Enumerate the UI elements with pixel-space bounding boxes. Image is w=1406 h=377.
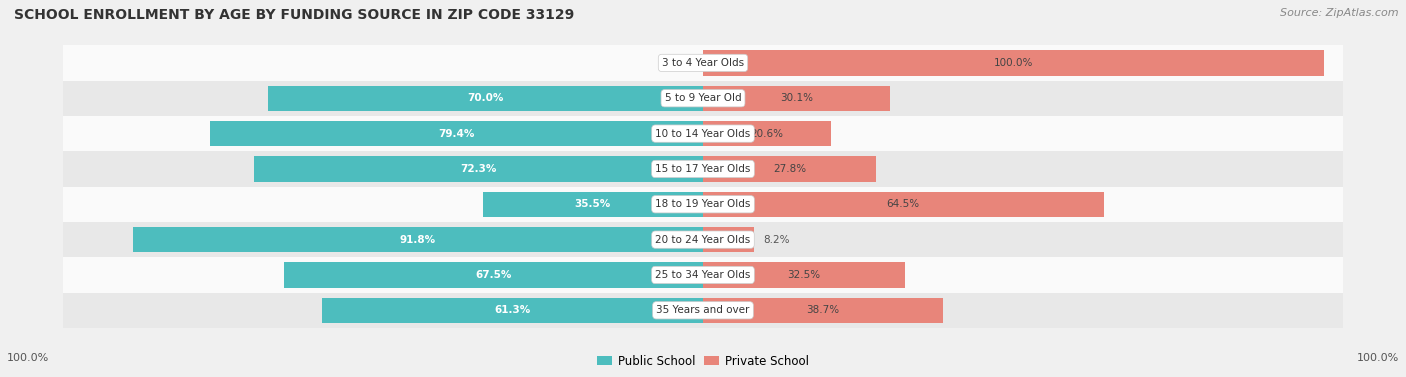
Text: 27.8%: 27.8% xyxy=(773,164,806,174)
Text: 8.2%: 8.2% xyxy=(763,234,790,245)
Text: 35 Years and over: 35 Years and over xyxy=(657,305,749,315)
Bar xyxy=(703,262,905,288)
Bar xyxy=(703,121,831,146)
Text: 18 to 19 Year Olds: 18 to 19 Year Olds xyxy=(655,199,751,209)
Bar xyxy=(703,156,876,182)
Bar xyxy=(254,156,703,182)
Text: 20 to 24 Year Olds: 20 to 24 Year Olds xyxy=(655,234,751,245)
Text: 35.5%: 35.5% xyxy=(575,199,610,209)
Text: 61.3%: 61.3% xyxy=(495,305,530,315)
Text: 64.5%: 64.5% xyxy=(887,199,920,209)
Text: SCHOOL ENROLLMENT BY AGE BY FUNDING SOURCE IN ZIP CODE 33129: SCHOOL ENROLLMENT BY AGE BY FUNDING SOUR… xyxy=(14,8,574,21)
Bar xyxy=(482,192,703,217)
Text: 30.1%: 30.1% xyxy=(780,93,813,103)
Text: 72.3%: 72.3% xyxy=(460,164,496,174)
Bar xyxy=(703,50,1324,76)
Text: 25 to 34 Year Olds: 25 to 34 Year Olds xyxy=(655,270,751,280)
Text: 70.0%: 70.0% xyxy=(467,93,503,103)
Bar xyxy=(63,151,1343,187)
Legend: Public School, Private School: Public School, Private School xyxy=(593,351,813,371)
Bar xyxy=(284,262,703,288)
Bar xyxy=(209,121,703,146)
Bar xyxy=(63,222,1343,257)
Text: 20.6%: 20.6% xyxy=(751,129,783,139)
Bar xyxy=(703,297,943,323)
Bar xyxy=(63,293,1343,328)
Bar xyxy=(703,192,1104,217)
Bar xyxy=(63,45,1343,81)
Text: 91.8%: 91.8% xyxy=(399,234,436,245)
Bar xyxy=(132,227,703,252)
Text: 79.4%: 79.4% xyxy=(439,129,475,139)
Text: 67.5%: 67.5% xyxy=(475,270,512,280)
Text: 100.0%: 100.0% xyxy=(1357,353,1399,363)
Bar xyxy=(269,86,703,111)
Text: 100.0%: 100.0% xyxy=(7,353,49,363)
Bar xyxy=(63,116,1343,151)
Bar xyxy=(63,81,1343,116)
Bar xyxy=(322,297,703,323)
Text: 3 to 4 Year Olds: 3 to 4 Year Olds xyxy=(662,58,744,68)
Text: 100.0%: 100.0% xyxy=(994,58,1033,68)
Text: 15 to 17 Year Olds: 15 to 17 Year Olds xyxy=(655,164,751,174)
Text: 38.7%: 38.7% xyxy=(807,305,839,315)
Text: Source: ZipAtlas.com: Source: ZipAtlas.com xyxy=(1281,8,1399,18)
Bar xyxy=(63,257,1343,293)
Text: 5 to 9 Year Old: 5 to 9 Year Old xyxy=(665,93,741,103)
Bar xyxy=(63,187,1343,222)
Bar xyxy=(703,227,754,252)
Bar xyxy=(703,86,890,111)
Text: 0.0%: 0.0% xyxy=(661,58,688,68)
Text: 32.5%: 32.5% xyxy=(787,270,821,280)
Text: 10 to 14 Year Olds: 10 to 14 Year Olds xyxy=(655,129,751,139)
